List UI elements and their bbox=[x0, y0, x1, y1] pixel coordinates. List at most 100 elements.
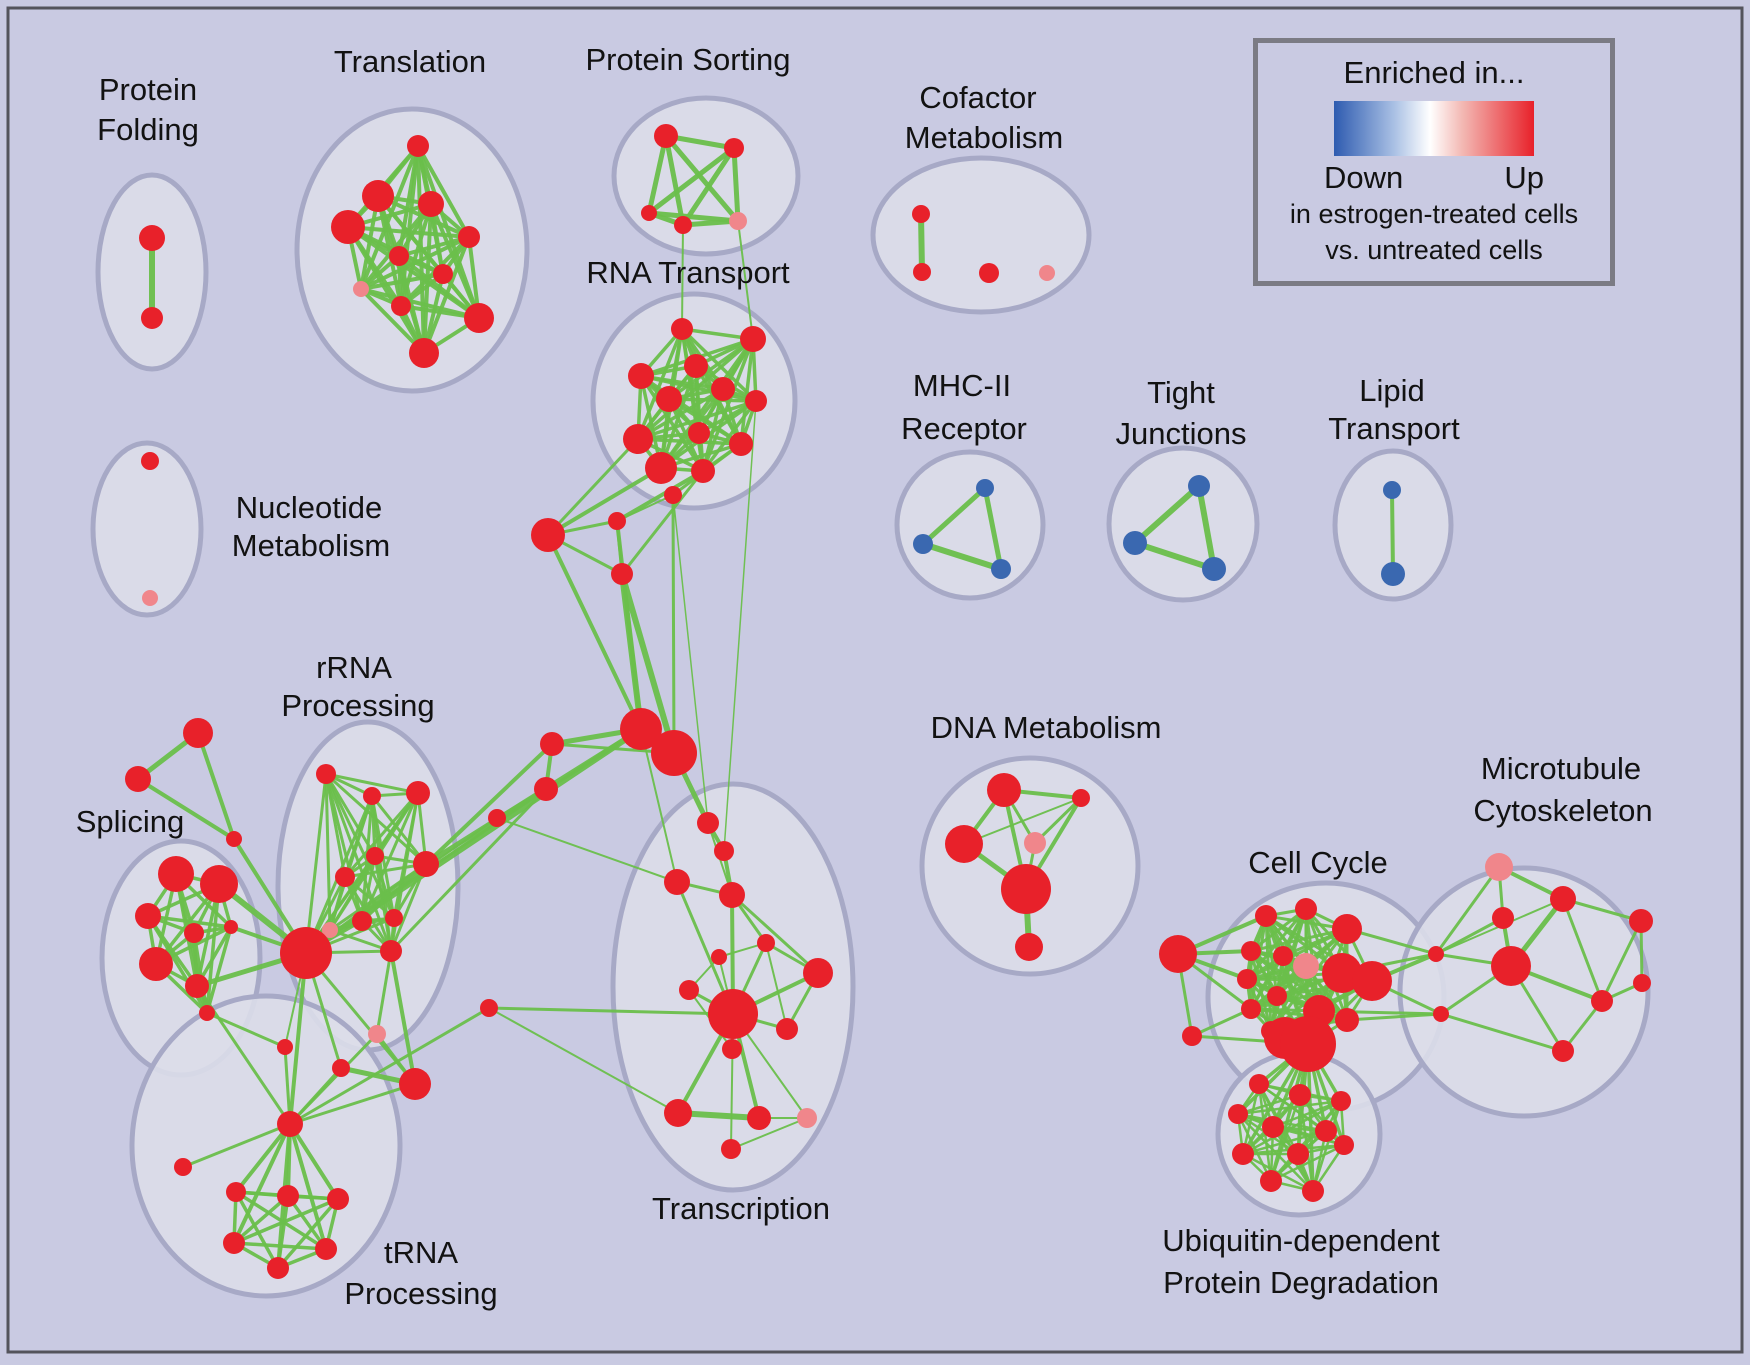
edge bbox=[496, 817, 678, 883]
gene-set-node bbox=[1232, 1143, 1254, 1165]
gene-set-node bbox=[389, 246, 409, 266]
edge bbox=[487, 1006, 735, 1016]
edge bbox=[680, 218, 741, 228]
gene-set-node bbox=[185, 974, 209, 998]
figure-border bbox=[6, 6, 1744, 1354]
cluster-label-tight-junctions: Junctions bbox=[1116, 416, 1247, 451]
gene-set-node bbox=[139, 225, 165, 251]
legend-box: Enriched in... Down Up in estrogen-treat… bbox=[1253, 38, 1615, 286]
gene-set-node bbox=[1255, 905, 1277, 927]
gene-set-node bbox=[945, 825, 983, 863]
gene-set-node bbox=[315, 1238, 337, 1260]
gene-set-node bbox=[651, 730, 697, 776]
edge bbox=[232, 1122, 292, 1245]
gene-set-node bbox=[664, 869, 690, 895]
edge bbox=[546, 533, 643, 731]
edge bbox=[1561, 897, 1604, 1003]
edge bbox=[232, 1197, 340, 1245]
gene-set-node bbox=[142, 590, 158, 606]
gene-set-node bbox=[1267, 986, 1287, 1006]
edge bbox=[663, 133, 741, 224]
gene-set-node bbox=[540, 732, 564, 756]
gene-set-node bbox=[1293, 953, 1319, 979]
edge bbox=[488, 1007, 679, 1114]
cluster-label-mhc-ii-receptor: MHC-II bbox=[913, 368, 1011, 403]
gene-set-node bbox=[688, 422, 710, 444]
edge bbox=[346, 225, 471, 239]
edge bbox=[1249, 927, 1349, 953]
gene-set-node bbox=[352, 911, 372, 931]
edge bbox=[1190, 1007, 1253, 1038]
cluster-label-nucleotide-metabolism: Metabolism bbox=[232, 528, 391, 563]
edge bbox=[920, 485, 988, 547]
gene-set-node bbox=[1629, 909, 1653, 933]
edge bbox=[667, 397, 758, 403]
cluster-ellipse-microtubule-cytoskeleton bbox=[1397, 865, 1651, 1119]
edge bbox=[982, 485, 1004, 572]
edge bbox=[730, 1117, 808, 1150]
edge bbox=[397, 254, 426, 355]
edge bbox=[1390, 488, 1395, 576]
legend-caption-line2: vs. untreated cells bbox=[1325, 235, 1543, 265]
edge bbox=[370, 794, 428, 866]
gene-set-node bbox=[797, 1108, 817, 1128]
edge bbox=[616, 494, 674, 522]
edge bbox=[1236, 1112, 1315, 1193]
gene-set-node bbox=[363, 787, 381, 805]
gene-set-node bbox=[1015, 933, 1043, 961]
gene-set-node bbox=[1302, 1180, 1324, 1202]
cluster-label-trna-processing: tRNA bbox=[384, 1235, 458, 1270]
cluster-label-translation: Translation bbox=[334, 44, 486, 79]
gene-set-node bbox=[641, 205, 657, 221]
gene-set-node bbox=[277, 1185, 299, 1207]
gene-set-node bbox=[1335, 1008, 1359, 1032]
edge bbox=[205, 882, 221, 1015]
gene-set-node bbox=[1295, 898, 1317, 920]
edge bbox=[646, 145, 737, 216]
gene-set-node bbox=[391, 296, 411, 316]
edge bbox=[343, 875, 396, 920]
gene-set-node bbox=[719, 882, 745, 908]
edge bbox=[920, 541, 1004, 572]
edge bbox=[397, 235, 471, 258]
edge bbox=[429, 202, 481, 320]
gene-set-node bbox=[223, 1232, 245, 1254]
edge bbox=[663, 133, 686, 228]
gene-set-node bbox=[620, 708, 662, 750]
cluster-label-microtubule-cytoskeleton: Microtubule bbox=[1481, 751, 1641, 786]
edge bbox=[304, 951, 417, 1086]
legend-ends: Down Up bbox=[1324, 160, 1544, 196]
gene-set-node bbox=[125, 766, 151, 792]
edge bbox=[918, 211, 925, 275]
edge bbox=[620, 469, 705, 576]
gene-set-node bbox=[608, 512, 626, 530]
gene-set-node bbox=[174, 1158, 192, 1176]
gene-set-node bbox=[368, 1025, 386, 1043]
gene-set-node bbox=[1287, 1143, 1309, 1165]
gene-set-node bbox=[418, 191, 444, 217]
gene-set-node bbox=[1352, 961, 1392, 1001]
gene-set-node bbox=[409, 338, 439, 368]
cluster-label-ubiquitin-degradation: Protein Degradation bbox=[1163, 1265, 1439, 1300]
cluster-ellipse-tight-junctions bbox=[1106, 445, 1260, 603]
edge bbox=[232, 1194, 290, 1245]
gene-set-node bbox=[757, 934, 775, 952]
gene-set-node bbox=[139, 947, 173, 981]
gene-set-node bbox=[406, 781, 430, 805]
gene-set-node bbox=[721, 1139, 741, 1159]
edge bbox=[424, 742, 554, 866]
gene-set-node bbox=[267, 1257, 289, 1279]
gene-set-node bbox=[747, 1106, 771, 1130]
gene-set-node bbox=[664, 1099, 692, 1127]
gene-set-node bbox=[399, 1068, 431, 1100]
gene-set-node bbox=[697, 812, 719, 834]
cluster-label-rrna-processing: Processing bbox=[281, 688, 434, 723]
gene-set-node bbox=[1280, 1016, 1336, 1072]
gene-set-node bbox=[316, 764, 336, 784]
edge bbox=[416, 144, 471, 239]
edge bbox=[375, 949, 393, 1036]
edge bbox=[701, 399, 758, 473]
cluster-label-splicing: Splicing bbox=[76, 804, 185, 839]
gene-set-node bbox=[480, 999, 498, 1017]
